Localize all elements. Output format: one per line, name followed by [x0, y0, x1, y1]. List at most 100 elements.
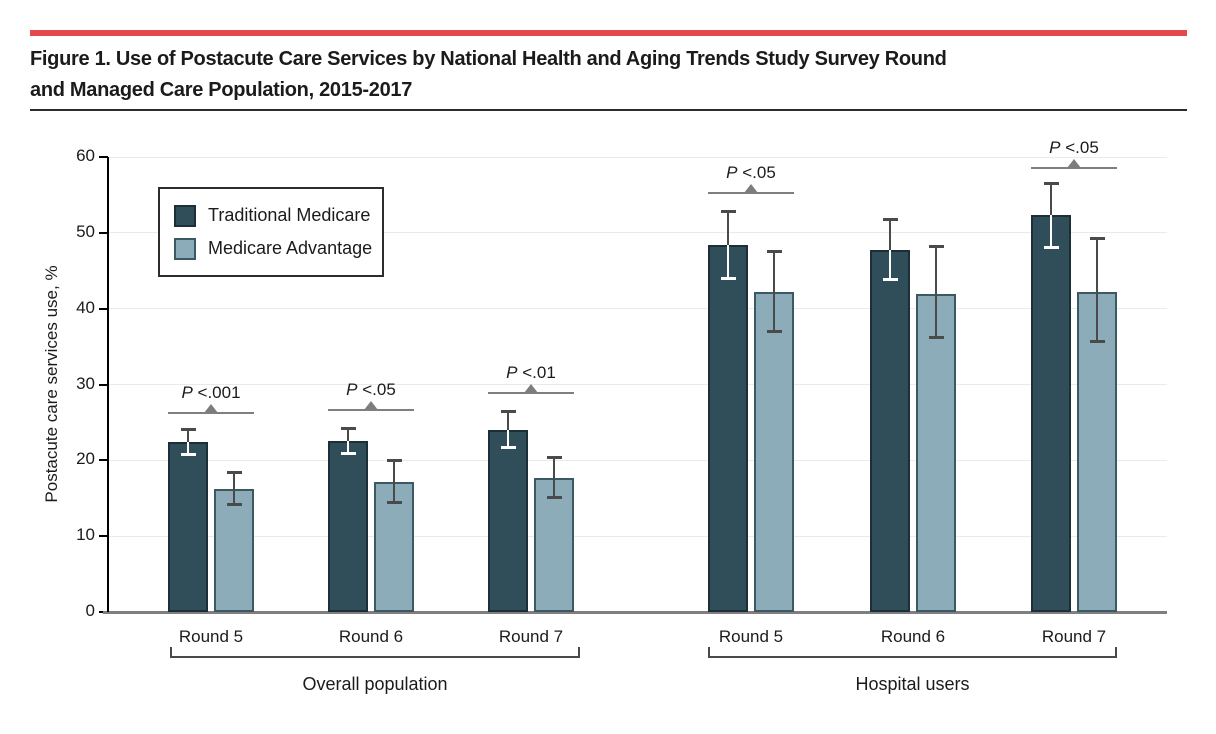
significance-line: [1031, 166, 1117, 169]
error-bar-whisker: [889, 219, 891, 250]
y-axis-tick: [99, 156, 108, 158]
y-axis-tick: [99, 383, 108, 386]
figure-title-line1: Figure 1. Use of Postacute Care Services…: [30, 48, 947, 70]
y-axis-tick: [99, 535, 108, 538]
significance-line: [328, 409, 414, 412]
x-category-label: Round 6: [338, 627, 404, 646]
y-tick-label: 0: [85, 601, 95, 620]
error-bar-cap: [882, 278, 898, 282]
group-bracket: [170, 656, 580, 658]
error-bar-whisker: [347, 427, 349, 441]
error-bar-whisker: [935, 246, 937, 337]
x-category-label: Round 5: [178, 627, 244, 646]
error-bar-cap: [882, 218, 898, 222]
title-divider: [30, 109, 1187, 111]
legend-swatch-medicare-advantage: [174, 237, 196, 260]
bar-medicare-advantage: [1077, 291, 1117, 612]
x-category-label: Round 5: [718, 627, 784, 646]
significance-line: [708, 191, 794, 194]
error-bar-whisker: [1050, 182, 1052, 216]
p-value-label: P <.01: [506, 362, 556, 382]
legend-item-medicare-advantage: Medicare Advantage: [174, 237, 382, 260]
y-axis-line: [107, 157, 109, 612]
error-bar-cap: [1089, 237, 1105, 241]
bar-traditional-medicare: [328, 440, 368, 612]
gridline: [108, 459, 1167, 461]
y-axis-tick: [99, 459, 108, 462]
figure-title-line2: and Managed Care Population, 2015-2017: [30, 79, 413, 101]
error-bar-whisker: [1050, 215, 1052, 248]
p-value-label: P <.05: [726, 162, 776, 182]
accent-top-rule: [30, 30, 1187, 36]
y-tick-label: 10: [76, 525, 95, 545]
error-bar-cap: [1089, 339, 1105, 343]
p-value-label: P <.05: [346, 380, 396, 400]
error-bar-whisker: [727, 210, 729, 245]
bar-traditional-medicare: [870, 249, 910, 612]
bar-traditional-medicare: [168, 442, 208, 612]
error-bar-cap: [500, 446, 516, 450]
y-axis-label: Postacute care services use, %: [42, 265, 61, 503]
group-bracket: [708, 656, 1117, 658]
error-bar-whisker: [347, 440, 349, 453]
error-bar-cap: [226, 503, 242, 507]
legend-item-traditional-medicare: Traditional Medicare: [174, 204, 382, 227]
x-category-label: Round 7: [498, 627, 564, 646]
y-tick-label: 40: [76, 297, 95, 317]
significance-triangle-icon: [744, 183, 758, 193]
error-bar-whisker: [773, 251, 775, 332]
group-label: Hospital users: [855, 674, 970, 694]
bar-medicare-advantage: [374, 482, 414, 612]
y-axis-tick: [99, 231, 108, 234]
error-bar-cap: [928, 245, 944, 249]
legend-label-traditional-medicare: Traditional Medicare: [208, 205, 371, 225]
y-tick-label: 50: [76, 221, 95, 241]
error-bar-cap: [1043, 246, 1059, 250]
error-bar-cap: [340, 426, 356, 430]
error-bar-cap: [720, 209, 736, 213]
group-bracket-tick: [578, 647, 580, 657]
error-bar-whisker: [233, 471, 235, 505]
significance-triangle-icon: [1067, 158, 1081, 168]
y-tick-label: 20: [76, 449, 95, 469]
y-tick-label: 60: [76, 146, 95, 165]
bar-traditional-medicare: [708, 244, 748, 612]
gridline: [108, 156, 1167, 158]
y-tick-label: 30: [76, 373, 95, 393]
error-bar-cap: [386, 459, 402, 463]
significance-triangle-icon: [524, 383, 538, 393]
error-bar-whisker: [1096, 238, 1098, 341]
group-bracket-tick: [170, 647, 172, 657]
error-bar-whisker: [187, 429, 189, 443]
error-bar-whisker: [507, 411, 509, 430]
group-bracket-tick: [1115, 647, 1117, 657]
legend: Traditional Medicare Medicare Advantage: [158, 187, 384, 277]
bar-medicare-advantage: [916, 293, 956, 612]
error-bar-cap: [766, 250, 782, 254]
p-value-label: P <.001: [181, 382, 241, 402]
error-bar-whisker: [393, 460, 395, 503]
x-category-label: Round 7: [1041, 627, 1107, 646]
significance-line: [168, 411, 254, 414]
gridline: [108, 308, 1167, 310]
error-bar-cap: [1043, 181, 1059, 185]
x-axis-baseline: [103, 611, 1167, 614]
error-bar-cap: [928, 335, 944, 339]
error-bar-cap: [500, 410, 516, 414]
error-bar-cap: [546, 495, 562, 499]
error-bar-cap: [226, 470, 242, 474]
legend-label-medicare-advantage: Medicare Advantage: [208, 238, 373, 258]
significance-triangle-icon: [204, 403, 218, 413]
error-bar-whisker: [889, 249, 891, 280]
significance-line: [488, 391, 574, 394]
legend-swatch-traditional-medicare: [174, 204, 196, 227]
figure-title: Figure 1. Use of Postacute Care Services…: [30, 44, 1130, 106]
bar-medicare-advantage: [754, 291, 794, 612]
gridline: [108, 232, 1167, 234]
error-bar-cap: [766, 330, 782, 334]
group-label: Overall population: [302, 674, 448, 694]
bar-traditional-medicare: [488, 430, 528, 612]
error-bar-cap: [546, 456, 562, 460]
